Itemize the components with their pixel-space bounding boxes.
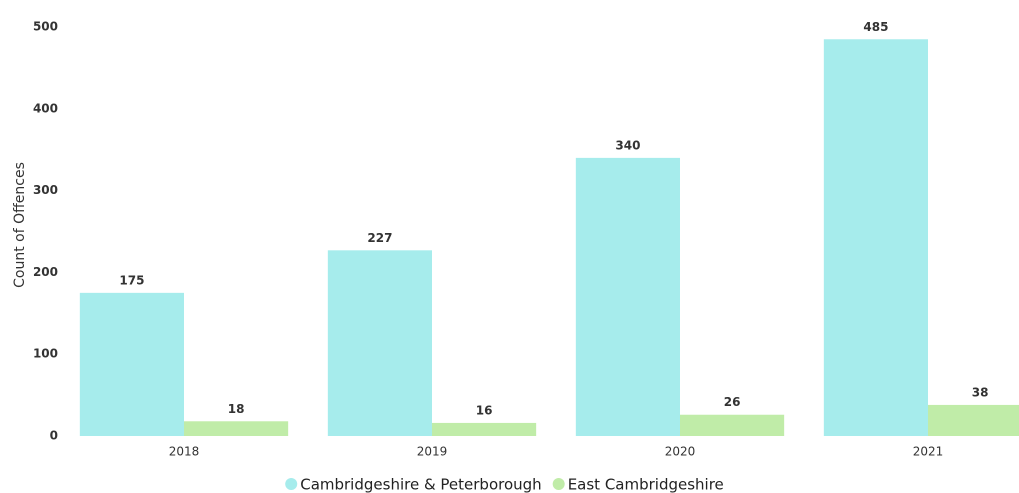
bar: [79, 292, 184, 436]
x-tick-label: 2020: [665, 445, 696, 459]
y-tick-label: 0: [50, 429, 58, 443]
data-label: 340: [615, 138, 640, 152]
x-tick-label: 2018: [169, 445, 200, 459]
y-axis-label: Count of Offences: [12, 162, 28, 288]
data-label: 16: [476, 403, 493, 417]
legend-label: East Cambridgeshire: [568, 476, 724, 493]
x-tick-label: 2019: [417, 445, 448, 459]
y-tick-label: 100: [33, 347, 58, 361]
data-label: 227: [367, 231, 392, 245]
legend-label: Cambridgeshire & Peterborough: [300, 476, 541, 493]
data-label: 38: [972, 385, 989, 399]
y-tick-label: 200: [33, 265, 58, 279]
bar: [575, 157, 680, 436]
bar: [823, 39, 928, 437]
bar: [432, 422, 537, 436]
y-tick-label: 400: [33, 101, 58, 115]
bar: [184, 421, 289, 436]
data-label: 26: [724, 395, 741, 409]
data-label: 18: [228, 402, 245, 416]
bar: [327, 250, 432, 436]
legend-marker: [285, 478, 298, 490]
legend-marker: [552, 478, 565, 490]
y-tick-label: 500: [33, 20, 58, 34]
y-tick-label: 300: [33, 183, 58, 197]
data-label: 485: [863, 20, 888, 34]
x-tick-label: 2021: [913, 445, 944, 459]
bar: [928, 404, 1019, 436]
data-label: 175: [119, 273, 144, 287]
bar: [680, 414, 785, 436]
